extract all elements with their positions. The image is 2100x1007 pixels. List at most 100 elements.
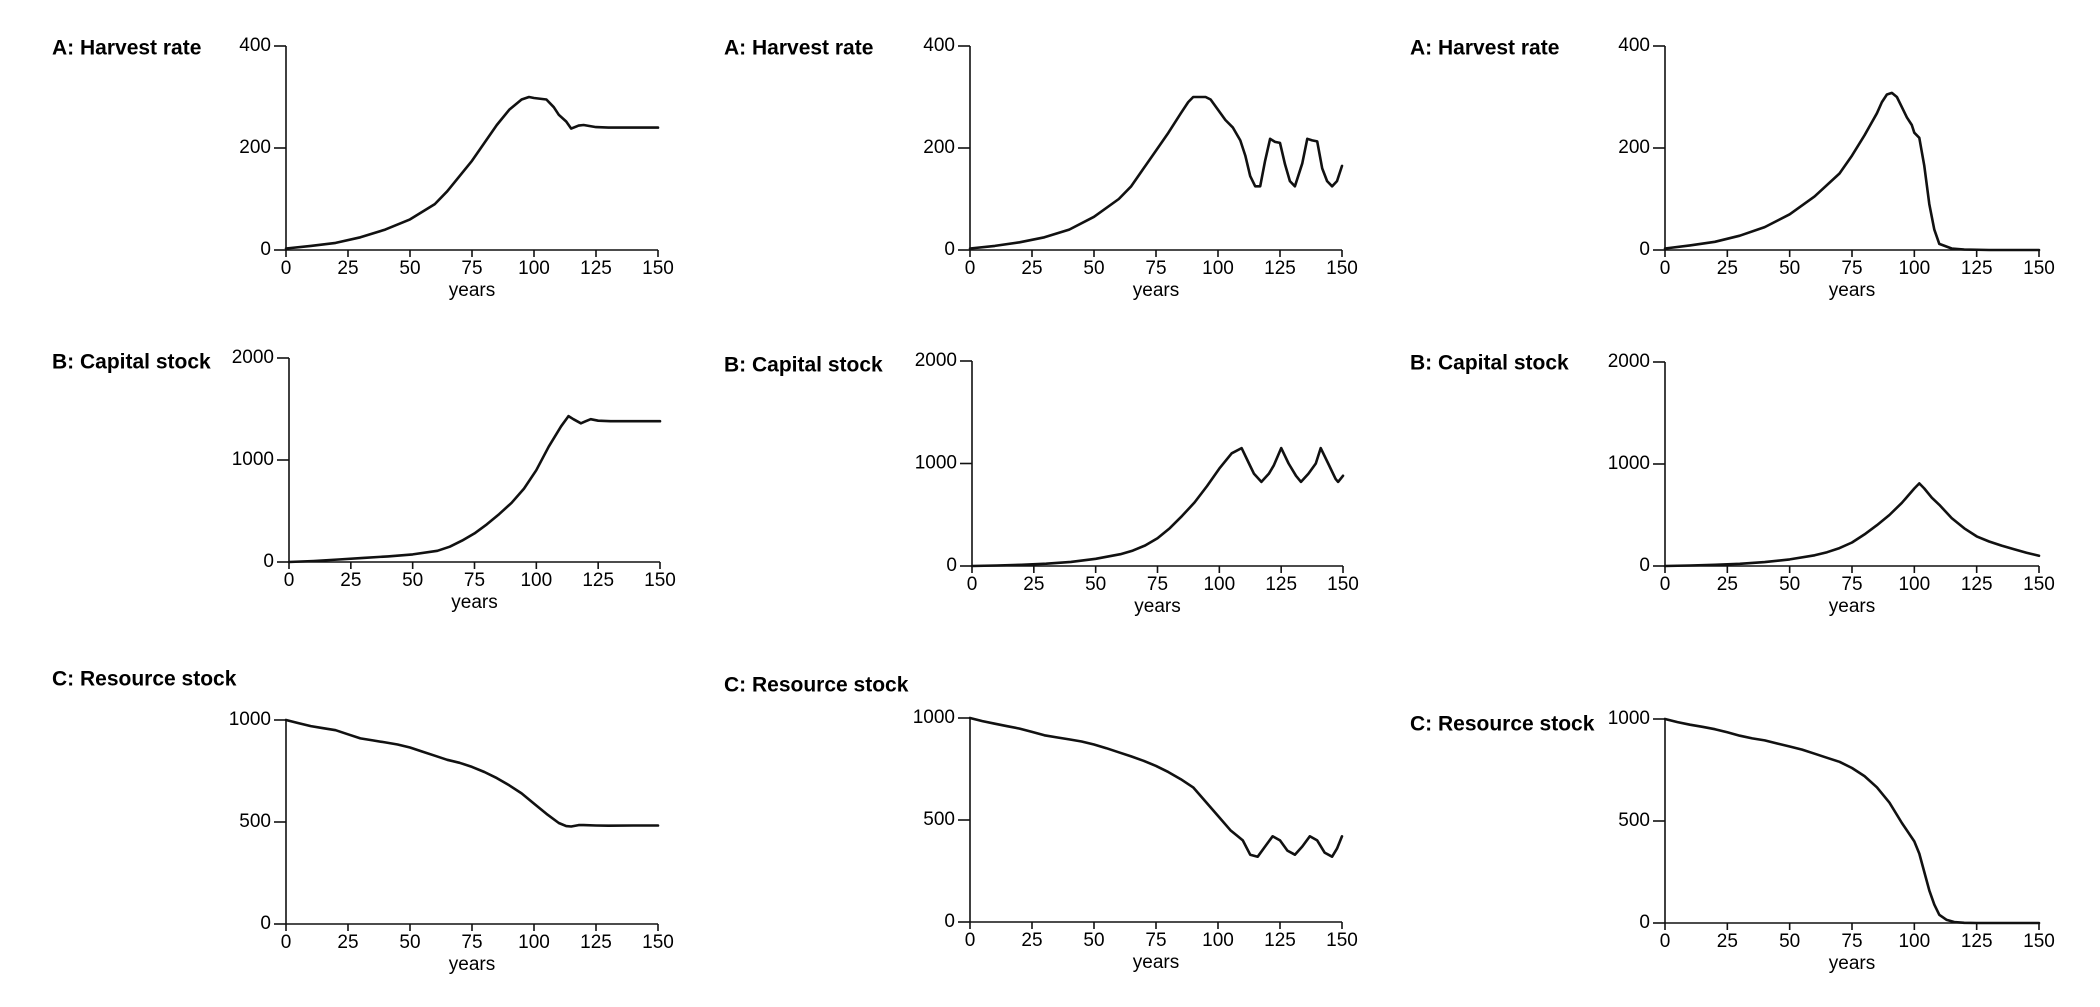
y-tick-label: 2000 (915, 350, 957, 371)
x-tick-label: 100 (1202, 930, 1234, 951)
y-tick-label: 400 (239, 35, 271, 56)
x-tick-label: 125 (1961, 258, 1993, 279)
y-tick-label: 500 (1618, 810, 1650, 831)
chart-panel: A: Harvest rate 0 200 400 0 25 50 75 100 125 150 ye… (1410, 35, 2055, 301)
chart-panel: C: Resource stock 0 500 1000 0 25 50 75 100 125 15… (1410, 708, 2055, 974)
x-tick-label: 0 (281, 932, 292, 953)
chart-title: C: Resource stock (1410, 713, 1595, 736)
y-tick-label: 0 (260, 913, 271, 934)
y-tick-label: 200 (1618, 137, 1650, 158)
x-axis-label: years (1829, 596, 1875, 617)
x-tick-label: 100 (1202, 258, 1234, 279)
chart-title: A: Harvest rate (1410, 37, 1559, 60)
series-line (968, 95, 1344, 250)
x-tick-label: 150 (1326, 258, 1358, 279)
x-tick-label: 150 (2023, 258, 2055, 279)
x-tick-label: 50 (1083, 930, 1104, 951)
x-tick-label: 50 (402, 570, 423, 591)
x-tick-label: 125 (1961, 931, 1993, 952)
x-tick-label: 25 (1717, 258, 1738, 279)
x-tick-label: 125 (1265, 574, 1297, 595)
x-tick-label: 25 (1717, 574, 1738, 595)
y-tick-label: 0 (944, 239, 955, 260)
x-tick-label: 0 (967, 574, 978, 595)
x-tick-label: 125 (580, 258, 612, 279)
y-tick-label: 0 (263, 551, 274, 572)
x-tick-label: 125 (1264, 930, 1296, 951)
x-tick-label: 50 (1779, 931, 1800, 952)
x-tick-label: 25 (1021, 258, 1042, 279)
x-tick-label: 75 (1145, 258, 1166, 279)
x-tick-label: 0 (1660, 258, 1671, 279)
y-tick-label: 400 (923, 35, 955, 56)
chart-title: C: Resource stock (52, 668, 237, 691)
x-tick-label: 25 (337, 258, 358, 279)
x-tick-label: 0 (965, 258, 976, 279)
y-tick-label: 0 (260, 239, 271, 260)
x-tick-label: 100 (520, 570, 552, 591)
x-axis-label: years (1829, 280, 1875, 301)
series-line (287, 414, 662, 564)
series-line (1663, 91, 2041, 252)
y-tick-label: 0 (944, 911, 955, 932)
y-tick-label: 1000 (1608, 708, 1650, 729)
x-tick-label: 0 (1660, 574, 1671, 595)
x-tick-label: 0 (965, 930, 976, 951)
y-tick-label: 1000 (915, 453, 957, 474)
x-tick-label: 125 (582, 570, 614, 591)
chart-title: B: Capital stock (724, 354, 883, 377)
x-tick-label: 75 (1841, 258, 1862, 279)
x-tick-label: 25 (1023, 574, 1044, 595)
y-tick-label: 1000 (232, 449, 274, 470)
x-tick-label: 75 (461, 932, 482, 953)
series-line (1663, 717, 2041, 925)
x-tick-label: 100 (1898, 258, 1930, 279)
x-tick-label: 75 (1145, 930, 1166, 951)
y-tick-label: 1000 (1608, 453, 1650, 474)
chart-title: C: Resource stock (724, 674, 909, 697)
x-tick-label: 0 (1660, 931, 1671, 952)
series-line (1663, 482, 2041, 568)
x-tick-label: 75 (1147, 574, 1168, 595)
y-tick-label: 500 (239, 811, 271, 832)
x-axis-label: years (449, 954, 495, 975)
y-tick-label: 2000 (232, 347, 274, 368)
x-tick-label: 150 (642, 932, 674, 953)
x-tick-label: 75 (461, 258, 482, 279)
y-tick-label: 400 (1618, 35, 1650, 56)
chart-title: B: Capital stock (1410, 352, 1569, 375)
x-tick-label: 100 (1203, 574, 1235, 595)
chart-title: B: Capital stock (52, 351, 211, 374)
x-tick-label: 50 (1779, 258, 1800, 279)
y-tick-label: 0 (946, 555, 957, 576)
chart-panel: C: Resource stock 0 500 1000 0 25 50 75 100 125 15… (52, 668, 674, 975)
chart-title: A: Harvest rate (52, 37, 201, 60)
x-tick-label: 75 (1841, 931, 1862, 952)
x-tick-label: 150 (644, 570, 676, 591)
x-tick-label: 150 (2023, 574, 2055, 595)
x-tick-label: 50 (399, 258, 420, 279)
x-tick-label: 125 (1961, 574, 1993, 595)
x-axis-label: years (1133, 280, 1179, 301)
y-tick-label: 0 (1639, 912, 1650, 933)
x-tick-label: 50 (399, 932, 420, 953)
x-axis-label: years (1133, 952, 1179, 973)
chart-panel: C: Resource stock 0 500 1000 0 25 50 75 100 125 15… (724, 674, 1358, 973)
x-tick-label: 150 (1326, 930, 1358, 951)
x-tick-label: 150 (1327, 574, 1359, 595)
x-tick-label: 150 (642, 258, 674, 279)
series-line (968, 716, 1344, 858)
chart-panel: A: Harvest rate 0 200 400 0 25 50 75 100 125 150 ye… (724, 35, 1358, 301)
chart-panel: B: Capital stock 0 1000 2000 0 25 50 75 100 125 15… (724, 350, 1359, 617)
x-tick-label: 100 (1898, 574, 1930, 595)
chart-panel: B: Capital stock 0 1000 2000 0 25 50 75 100 125 15… (52, 347, 676, 613)
series-line (284, 95, 660, 250)
x-tick-label: 125 (580, 932, 612, 953)
x-tick-label: 150 (2023, 931, 2055, 952)
x-tick-label: 25 (1717, 931, 1738, 952)
chart-panel: A: Harvest rate 0 200 400 0 25 50 75 100 125 150 ye… (52, 35, 674, 301)
x-tick-label: 25 (1021, 930, 1042, 951)
x-tick-label: 100 (1898, 931, 1930, 952)
x-tick-label: 75 (1841, 574, 1862, 595)
